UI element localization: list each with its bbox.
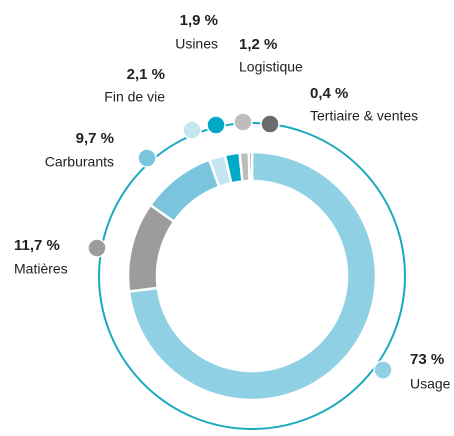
value-label: 73 % — [410, 351, 444, 368]
value-label: 1,2 % — [239, 36, 277, 53]
donut-segment — [247, 150, 254, 183]
donut-segment — [148, 157, 221, 224]
category-label: Carburants — [45, 154, 114, 170]
category-label: Usines — [175, 36, 218, 52]
category-label: Usage — [410, 376, 451, 392]
callout-dot — [233, 112, 253, 132]
value-label: 0,4 % — [310, 85, 348, 102]
donut-segment — [127, 150, 378, 402]
callout-dot — [373, 360, 393, 380]
value-label: 9,7 % — [76, 130, 114, 147]
callout-dot — [206, 115, 226, 135]
value-label: 11,7 % — [14, 237, 60, 254]
value-label: 1,9 % — [180, 12, 218, 29]
value-label: 2,1 % — [127, 66, 165, 83]
callout-dot — [87, 238, 107, 258]
category-label: Matières — [14, 261, 68, 277]
callout-dot — [260, 114, 280, 134]
callout-dot — [137, 148, 157, 168]
category-label: Fin de vie — [104, 89, 165, 105]
callout-dot — [182, 120, 202, 140]
category-label: Tertiaire & ventes — [310, 108, 418, 124]
category-label: Logistique — [239, 59, 303, 75]
